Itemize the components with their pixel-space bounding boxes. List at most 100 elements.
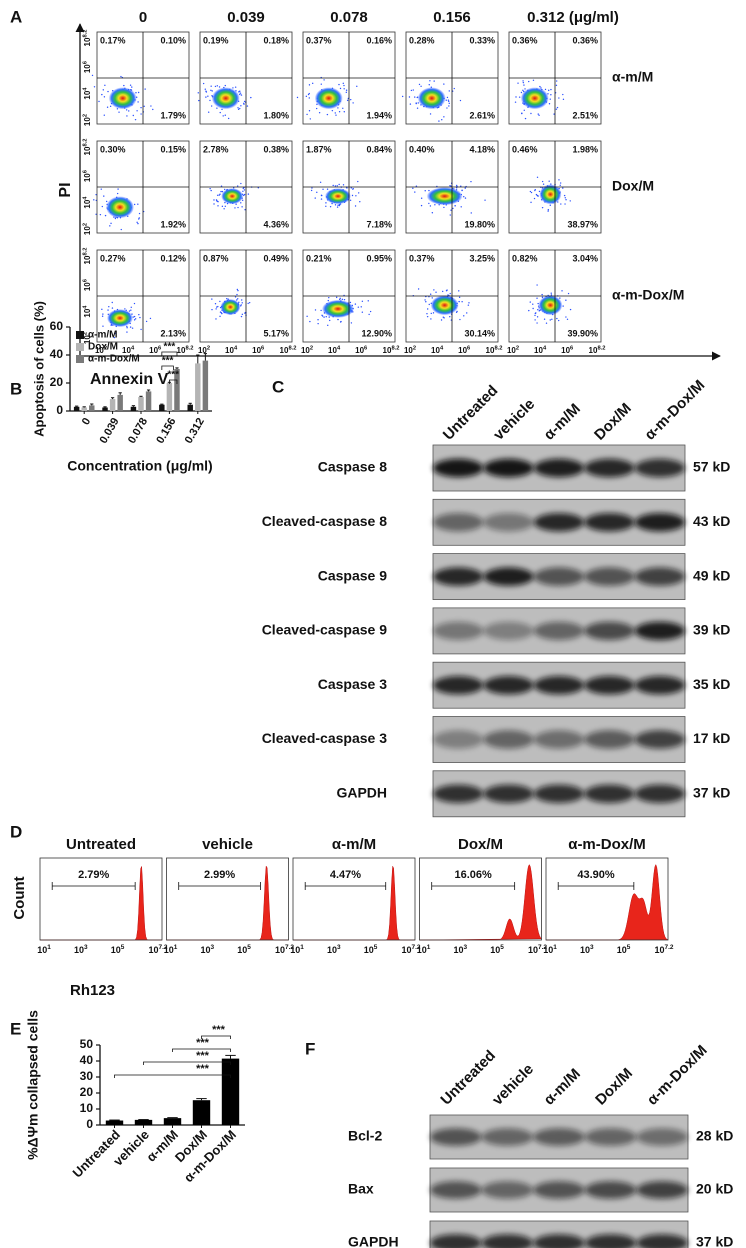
event-dot bbox=[361, 300, 364, 303]
event-dot bbox=[339, 298, 341, 301]
significance-bracket bbox=[161, 351, 178, 356]
event-dot bbox=[536, 195, 539, 197]
event-dot bbox=[550, 94, 552, 96]
event-dot bbox=[458, 296, 461, 299]
molecular-weight: 17 kD bbox=[693, 730, 730, 746]
band bbox=[634, 567, 685, 586]
event-dot bbox=[239, 93, 241, 96]
event-dot bbox=[548, 89, 550, 92]
column-header: 0.078 bbox=[330, 9, 368, 26]
x-tick-label: 103 bbox=[453, 944, 467, 956]
event-density bbox=[520, 87, 549, 110]
x-tick-label-exp: 7.2 bbox=[285, 944, 294, 951]
band bbox=[533, 784, 585, 803]
bar bbox=[138, 397, 144, 411]
event-dot bbox=[440, 319, 443, 321]
event-dot bbox=[367, 300, 369, 302]
event-dot bbox=[430, 312, 432, 315]
x-tick-label: 105 bbox=[111, 944, 125, 956]
band bbox=[483, 567, 534, 586]
quadrant-percent: 1.94% bbox=[366, 110, 392, 120]
quadrant-percent: 4.36% bbox=[263, 219, 289, 229]
event-dot bbox=[103, 114, 105, 116]
x-tick-label: 105 bbox=[364, 944, 378, 956]
event-dot bbox=[470, 180, 472, 183]
event-dot bbox=[335, 296, 338, 299]
y-tick-label-exp: 4 bbox=[82, 196, 88, 200]
x-axis-label: Rh123 bbox=[70, 982, 115, 999]
event-dot bbox=[114, 217, 117, 220]
event-dot bbox=[318, 112, 321, 114]
event-dot bbox=[218, 86, 221, 88]
event-dot bbox=[537, 309, 539, 311]
x-tick-label-exp: 4 bbox=[337, 345, 341, 351]
event-dot bbox=[356, 85, 358, 88]
y-tick-label: 40 bbox=[80, 1053, 94, 1067]
event-dot bbox=[561, 290, 563, 292]
event-dot bbox=[523, 84, 525, 86]
x-tick-label-exp: 8.2 bbox=[288, 345, 296, 351]
event-dot bbox=[314, 197, 316, 199]
event-dot bbox=[124, 308, 126, 310]
bar bbox=[145, 391, 152, 411]
bar bbox=[134, 1119, 153, 1125]
x-tick-label-exp: 4 bbox=[234, 345, 238, 351]
event-dot bbox=[416, 96, 418, 99]
event-dot bbox=[467, 304, 470, 306]
molecular-weight: 37 kD bbox=[693, 785, 730, 801]
event-dot bbox=[549, 204, 551, 206]
y-tick-label-base: 10 bbox=[83, 37, 92, 46]
event-dot bbox=[449, 316, 451, 318]
event-dot bbox=[448, 102, 450, 105]
event-dot bbox=[103, 195, 105, 197]
event-dot bbox=[322, 188, 324, 190]
band bbox=[533, 730, 585, 749]
event-dot bbox=[326, 113, 329, 116]
event-dot bbox=[327, 324, 329, 327]
event-dot bbox=[455, 187, 458, 189]
significance-label: *** bbox=[196, 1063, 210, 1075]
row-label: α-m/M bbox=[612, 69, 653, 85]
legend-swatch bbox=[76, 331, 84, 339]
significance-label: *** bbox=[164, 342, 176, 353]
event-dot bbox=[529, 190, 532, 193]
molecular-weight: 28 kD bbox=[696, 1128, 733, 1144]
band bbox=[584, 513, 635, 532]
event-dot bbox=[459, 318, 461, 321]
event-dot bbox=[434, 204, 436, 206]
x-tick-label: 104 bbox=[431, 345, 444, 355]
x-tick-label: 103 bbox=[200, 944, 214, 956]
event-dot bbox=[538, 114, 540, 116]
event-dot bbox=[335, 114, 337, 116]
x-tick-label-exp: 4 bbox=[440, 345, 444, 351]
plot-frame bbox=[166, 857, 289, 941]
legend-label: Dox/M bbox=[88, 342, 118, 353]
x-tick-label-base: 10 bbox=[364, 945, 374, 955]
quadrant-percent: 0.40% bbox=[409, 144, 435, 154]
event-dot bbox=[535, 193, 538, 196]
x-tick-label-exp: 6 bbox=[364, 345, 367, 351]
x-tick-label-exp: 2 bbox=[310, 345, 313, 351]
band bbox=[584, 1234, 637, 1248]
bar bbox=[163, 1118, 182, 1125]
event-density bbox=[430, 295, 459, 316]
event-dot bbox=[343, 88, 345, 90]
quadrant-percent: 1.79% bbox=[160, 110, 186, 120]
event-dot bbox=[248, 301, 251, 304]
band bbox=[634, 730, 685, 749]
x-tick-label-base: 10 bbox=[198, 346, 207, 355]
event-dot bbox=[352, 188, 354, 190]
event-dot bbox=[211, 298, 213, 300]
event-dot bbox=[350, 187, 352, 189]
event-dot bbox=[137, 101, 139, 103]
event-dot bbox=[468, 302, 470, 304]
event-dot bbox=[224, 84, 226, 87]
event-density bbox=[539, 184, 562, 205]
event-dot bbox=[102, 89, 104, 91]
event-dot bbox=[325, 202, 327, 204]
quadrant-percent: 0.18% bbox=[263, 35, 289, 45]
event-dot bbox=[91, 74, 94, 77]
x-tick-label-exp: 5 bbox=[500, 944, 504, 951]
y-tick-label: 0 bbox=[86, 1117, 93, 1131]
band bbox=[533, 458, 585, 478]
